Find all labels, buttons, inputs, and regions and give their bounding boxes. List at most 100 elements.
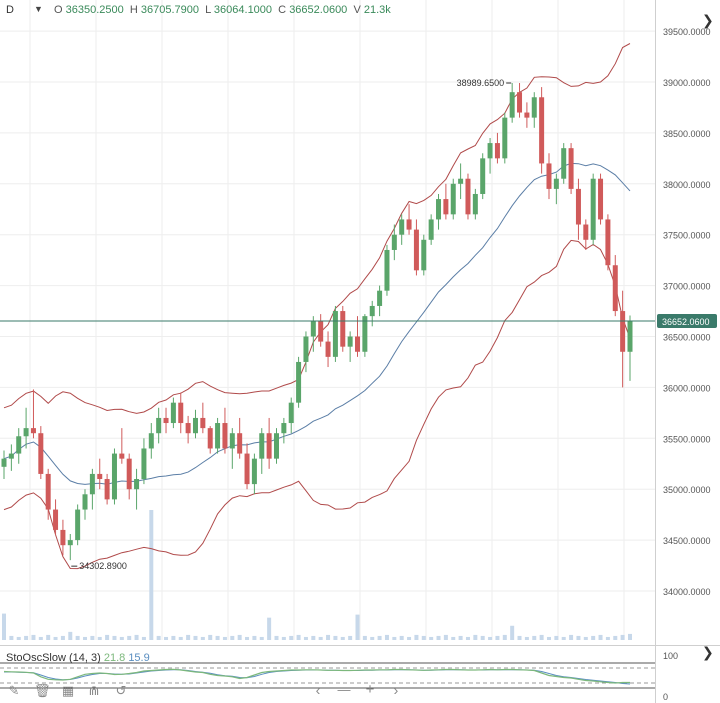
volume-bar: [429, 636, 434, 640]
volume-bar: [583, 636, 588, 640]
y-tick-label: 36500.0000: [663, 333, 711, 343]
volume-bar: [318, 636, 323, 640]
candle-body: [524, 112, 530, 118]
high-annotation: 38989.6500: [457, 78, 505, 88]
volume-bar: [620, 634, 625, 640]
collapse-indicator-icon[interactable]: ❯: [702, 644, 714, 660]
candle-body: [273, 433, 279, 459]
y-tick-label: 34500.0000: [663, 536, 711, 546]
candle-body: [472, 193, 478, 215]
candle-body: [340, 311, 346, 347]
collapse-icon[interactable]: ❯: [702, 12, 714, 28]
candle-body: [156, 417, 162, 434]
low-annotation: 34302.8900: [79, 561, 127, 571]
candle-body: [222, 423, 228, 449]
candle-body: [104, 479, 110, 500]
candle-body: [531, 97, 537, 118]
y-tick-label: 38500.0000: [663, 129, 711, 139]
volume-bar: [421, 635, 426, 640]
y-tick-label: 35500.0000: [663, 434, 711, 444]
bollinger-middle-band: [3, 162, 631, 485]
volume-bar: [414, 634, 419, 640]
volume-bar: [502, 634, 507, 640]
grid-icon[interactable]: ▦: [61, 683, 75, 698]
candle-body: [126, 458, 132, 490]
candle-body: [296, 361, 302, 403]
volume-bar: [546, 636, 551, 640]
candle-body: [575, 188, 581, 225]
bollinger-lower-band: [3, 239, 631, 570]
volume-bar: [16, 636, 21, 640]
candle-body: [185, 423, 191, 434]
chevron-left-icon[interactable]: ‹: [315, 682, 321, 698]
chevron-right-icon[interactable]: ›: [393, 682, 399, 698]
candle-body: [377, 290, 383, 306]
stoch-k-line: [3, 668, 630, 684]
volume-bar: [149, 510, 154, 640]
candle-body: [281, 423, 287, 434]
candle-body: [391, 234, 397, 250]
volume-bar: [178, 636, 183, 640]
undo-icon[interactable]: ↺: [115, 683, 127, 698]
candle-body: [406, 219, 412, 230]
candle-body: [111, 453, 117, 500]
volume-bar: [2, 613, 6, 640]
volume-bar: [245, 636, 250, 640]
candle-body: [244, 453, 250, 485]
volume-bar: [53, 636, 58, 640]
volume-bar: [613, 635, 618, 640]
candle-body: [598, 178, 604, 220]
volume-bar: [222, 636, 227, 640]
volume-bar: [569, 634, 574, 640]
dropdown-caret-icon[interactable]: ▼: [34, 4, 43, 14]
volume-bar: [215, 635, 220, 640]
candle-body: [23, 428, 29, 437]
minus-icon[interactable]: —: [337, 682, 351, 697]
candle-body: [53, 509, 59, 530]
volume-bar: [628, 633, 632, 640]
candle-body: [237, 433, 243, 454]
volume-bar: [377, 635, 382, 640]
volume-bar: [75, 635, 80, 640]
candle-body: [384, 249, 390, 291]
volume-bar: [83, 636, 88, 640]
candle-body: [428, 219, 434, 240]
volume-bar: [97, 636, 102, 640]
volume-bar: [510, 625, 515, 640]
y-tick-label: 36000.0000: [663, 383, 711, 393]
volume-bar: [193, 635, 198, 640]
volume-bar: [384, 634, 389, 640]
trash-icon[interactable]: 🗑: [34, 683, 51, 698]
volume-bar: [156, 635, 161, 640]
magnet-icon[interactable]: ⋒: [88, 683, 100, 698]
volume-bar: [326, 634, 331, 640]
y-tick-label: 39500.0000: [663, 27, 711, 37]
volume-bar: [141, 636, 146, 640]
candle-body: [450, 183, 456, 215]
candle-body: [170, 402, 176, 424]
y-tick-label: 38000.0000: [663, 180, 711, 190]
candle-body: [163, 417, 169, 424]
volume-bar: [370, 636, 375, 640]
volume-bar: [539, 634, 544, 640]
volume-bar: [465, 636, 470, 640]
candle-body: [303, 336, 309, 362]
candle-body: [97, 473, 103, 480]
volume-bar: [200, 636, 205, 640]
symbol-menu[interactable]: D: [6, 4, 14, 16]
indicator-legend: StoOscSlow (14, 3) 21.8 15.9: [6, 652, 150, 664]
volume-bar: [488, 636, 493, 640]
candle-body: [192, 417, 198, 434]
candle-body: [60, 529, 66, 546]
candle-body: [325, 341, 331, 357]
y-tick-label: 39000.0000: [663, 78, 711, 88]
volume-bar: [598, 634, 603, 640]
pencil-icon[interactable]: ✎: [8, 683, 20, 698]
volume-bar: [407, 636, 412, 640]
volume-bar: [105, 634, 110, 640]
volume-bar: [458, 635, 463, 640]
candle-body: [458, 178, 464, 184]
plus-icon[interactable]: +: [365, 681, 375, 698]
candle-body: [119, 453, 125, 459]
